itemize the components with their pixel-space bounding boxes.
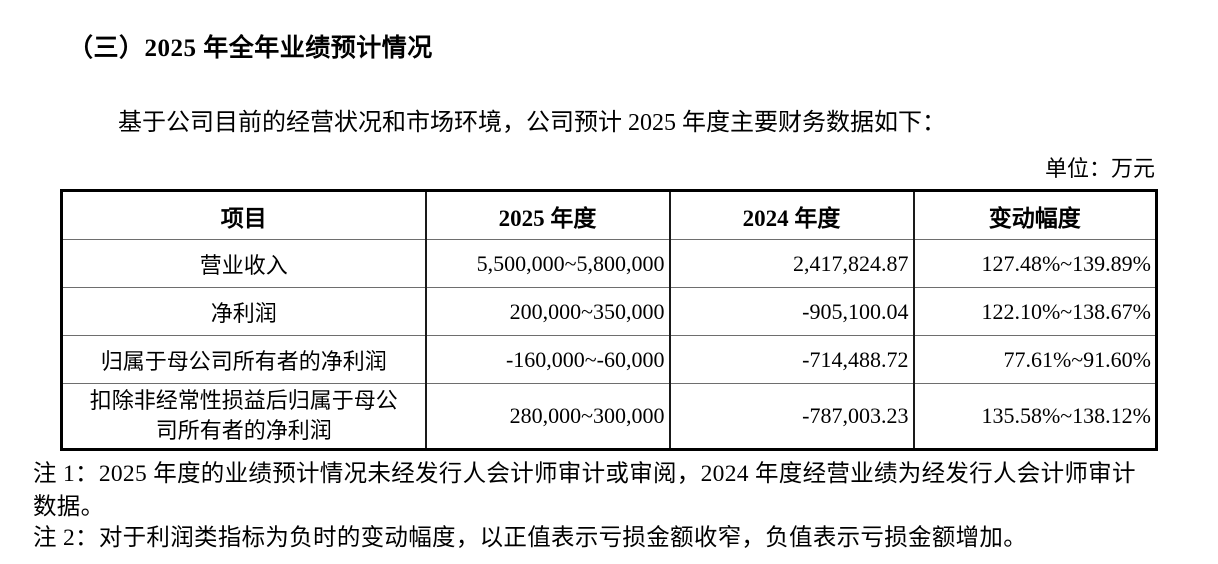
forecast-table: 项目 2025 年度 2024 年度 变动幅度 营业收入 5,500,000~5… <box>60 189 1158 451</box>
cell-2025-value: 280,000~300,000 <box>424 383 671 450</box>
cell-2025-value: 5,500,000~5,800,000 <box>424 239 671 288</box>
cell-item: 扣除非经常性损益后归属于母公司所有者的净利润 <box>60 383 427 450</box>
cell-item: 营业收入 <box>60 239 427 288</box>
intro-paragraph: 基于公司目前的经营状况和市场环境，公司预计 2025 年度主要财务数据如下： <box>118 110 946 136</box>
table-header-row: 项目 2025 年度 2024 年度 变动幅度 <box>60 190 1158 240</box>
footnote-2: 注 2：对于利润类指标为负时的变动幅度，以正值表示亏损金额收窄，负值表示亏损金额… <box>33 525 1028 551</box>
cell-item: 归属于母公司所有者的净利润 <box>60 335 427 384</box>
section-title: （三）2025 年全年业绩预计情况 <box>68 35 433 62</box>
cell-change-value: 135.58%~138.12% <box>912 383 1158 450</box>
cell-2025-value: -160,000~-60,000 <box>424 335 671 384</box>
header-cell-change: 变动幅度 <box>912 190 1158 240</box>
table-row: 扣除非经常性损益后归属于母公司所有者的净利润 280,000~300,000 -… <box>60 383 1158 450</box>
header-cell-2025: 2025 年度 <box>424 190 671 240</box>
cell-2024-value: 2,417,824.87 <box>668 239 915 288</box>
footnote-1: 注 1：2025 年度的业绩预计情况未经发行人会计师审计或审阅，2024 年度经… <box>33 461 1136 520</box>
table-row: 净利润 200,000~350,000 -905,100.04 122.10%~… <box>60 287 1158 336</box>
cell-change-value: 77.61%~91.60% <box>912 335 1158 384</box>
cell-change-value: 127.48%~139.89% <box>912 239 1158 288</box>
cell-2025-value: 200,000~350,000 <box>424 287 671 336</box>
table-row: 归属于母公司所有者的净利润 -160,000~-60,000 -714,488.… <box>60 335 1158 384</box>
cell-2024-value: -787,003.23 <box>668 383 915 450</box>
cell-item: 净利润 <box>60 287 427 336</box>
header-cell-item: 项目 <box>60 190 427 240</box>
cell-2024-value: -714,488.72 <box>668 335 915 384</box>
table-row: 营业收入 5,500,000~5,800,000 2,417,824.87 12… <box>60 239 1158 288</box>
cell-change-value: 122.10%~138.67% <box>912 287 1158 336</box>
cell-2024-value: -905,100.04 <box>668 287 915 336</box>
unit-label: 单位：万元 <box>1044 156 1155 181</box>
header-cell-2024: 2024 年度 <box>668 190 915 240</box>
